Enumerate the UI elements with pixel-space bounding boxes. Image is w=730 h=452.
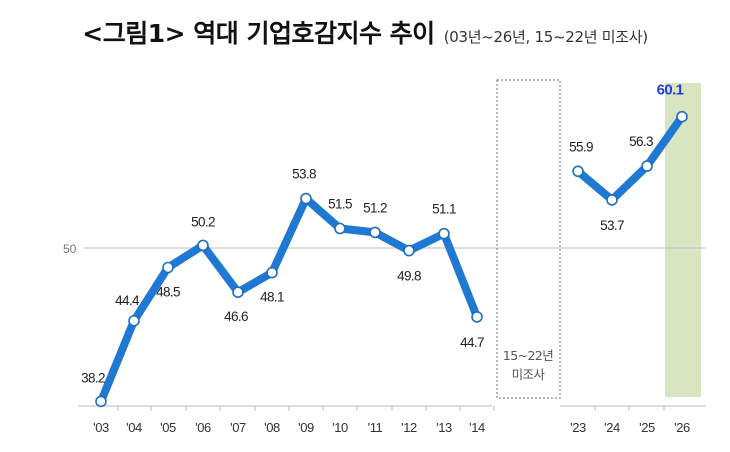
data-label: 51.5 bbox=[328, 197, 352, 212]
data-label: 48.5 bbox=[156, 285, 180, 300]
data-label: 38.2 bbox=[81, 370, 105, 385]
gap-note-line-2: 미조사 bbox=[512, 367, 546, 382]
series-line bbox=[574, 112, 686, 204]
reference-line-label: 50 bbox=[63, 242, 77, 256]
data-point bbox=[403, 244, 415, 257]
data-point bbox=[197, 239, 209, 252]
data-label: 49.8 bbox=[397, 269, 421, 284]
data-label: 60.1 bbox=[657, 82, 684, 99]
x-tick-label: '24 bbox=[604, 420, 620, 435]
x-tick-label: '05 bbox=[160, 420, 176, 435]
x-axis-ticks: '03 '04 '05 '06 '07 '08 '09 '10 '11 '12 '13 '14 '23 '… bbox=[93, 406, 690, 435]
x-tick-label: '26 bbox=[674, 420, 690, 435]
data-point bbox=[676, 110, 688, 123]
x-tick-label: '11 bbox=[368, 420, 383, 435]
x-tick-label: '03 bbox=[93, 420, 109, 435]
x-tick-label: '08 bbox=[264, 420, 280, 435]
data-label: 56.3 bbox=[629, 134, 653, 149]
chart-title-block: <그림1> 역대 기업호감지수 추이 (03년~26년, 15~22년 미조사) bbox=[0, 14, 730, 50]
data-label: 53.8 bbox=[292, 167, 316, 182]
data-labels: 38.2 44.4 48.5 50.2 46.6 48.1 53.8 51.5 51.2 49.8… bbox=[81, 82, 684, 386]
series-lines bbox=[97, 112, 686, 406]
data-label: 51.1 bbox=[432, 202, 456, 217]
data-label: 51.2 bbox=[363, 200, 387, 215]
data-label: 53.7 bbox=[600, 218, 624, 233]
data-point bbox=[162, 261, 174, 274]
x-tick-label: '10 bbox=[332, 420, 348, 435]
x-tick-label: '09 bbox=[298, 420, 314, 435]
data-points bbox=[95, 110, 688, 408]
data-label: 44.7 bbox=[460, 335, 484, 350]
data-label: 44.4 bbox=[115, 293, 140, 308]
x-tick-label: '07 bbox=[230, 420, 246, 435]
data-point bbox=[438, 227, 450, 240]
data-point bbox=[300, 192, 312, 205]
data-point bbox=[572, 165, 584, 178]
data-point bbox=[606, 194, 618, 206]
gap-note-line-1: 15~22년 bbox=[503, 348, 553, 363]
data-point bbox=[641, 160, 653, 172]
x-tick-label: '04 bbox=[126, 420, 142, 435]
data-point bbox=[232, 286, 244, 299]
x-tick-label: '06 bbox=[195, 420, 211, 435]
data-point bbox=[266, 266, 278, 279]
data-label: 48.1 bbox=[260, 290, 284, 305]
data-point bbox=[471, 311, 483, 323]
data-label: 46.6 bbox=[224, 309, 248, 324]
x-tick-label: '13 bbox=[436, 420, 452, 435]
gap-box bbox=[496, 79, 561, 399]
x-tick-label: '14 bbox=[469, 420, 485, 435]
data-label: 55.9 bbox=[569, 139, 593, 154]
x-tick-label: '23 bbox=[570, 420, 586, 435]
x-tick-label: '25 bbox=[639, 420, 655, 435]
data-point bbox=[95, 395, 107, 408]
x-tick-label: '12 bbox=[401, 420, 417, 435]
series-line bbox=[97, 194, 481, 406]
data-point bbox=[334, 222, 346, 235]
chart-subtitle: (03년~26년, 15~22년 미조사) bbox=[443, 28, 648, 46]
data-point bbox=[128, 314, 140, 327]
data-label: 50.2 bbox=[191, 214, 215, 229]
chart-title: <그림1> 역대 기업호감지수 추이 bbox=[82, 19, 435, 48]
data-point bbox=[369, 226, 381, 239]
